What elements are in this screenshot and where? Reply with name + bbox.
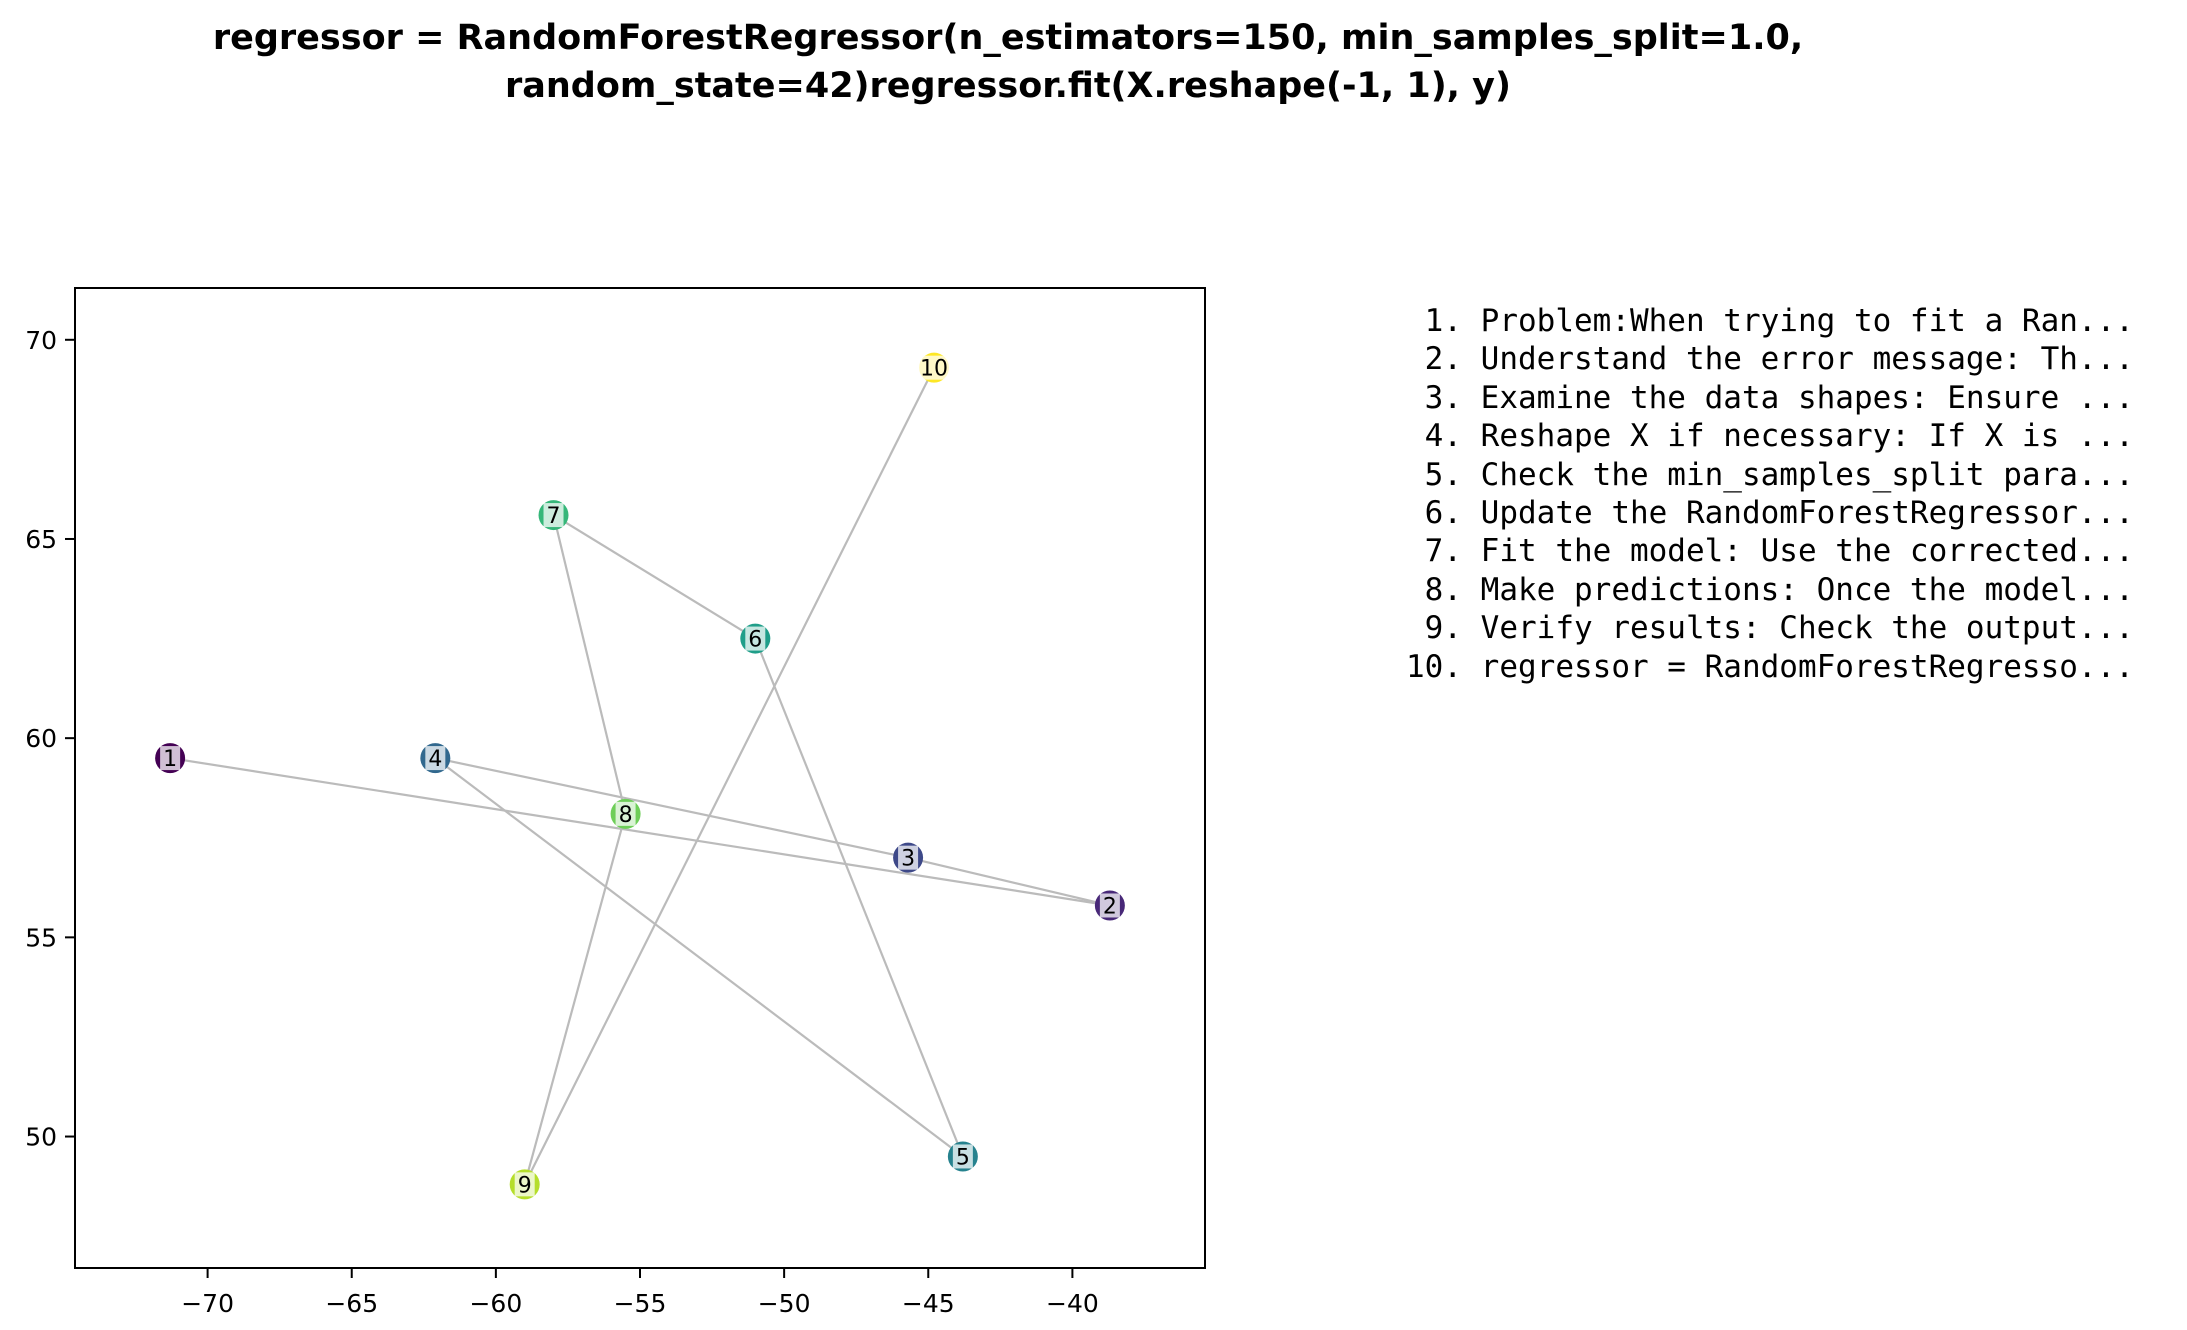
point-label-text: 7 xyxy=(547,504,561,529)
x-tick-label: −60 xyxy=(469,1289,522,1318)
chart-title-line-1: regressor = RandomForestRegressor(n_esti… xyxy=(212,18,1804,58)
point-label-text: 9 xyxy=(518,1173,532,1198)
point-label-text: 1 xyxy=(163,747,177,772)
point-label-background xyxy=(952,1144,973,1169)
connecting-line-segment xyxy=(754,638,964,1157)
point-label: 9 xyxy=(514,1172,535,1198)
step-text: Understand the error message: Th... xyxy=(1480,341,2134,378)
point-label: 2 xyxy=(1099,893,1120,919)
step-text: Reshape X if necessary: If X is ... xyxy=(1480,418,2134,455)
point-label: 1 xyxy=(160,746,181,772)
point-label: 3 xyxy=(898,845,919,872)
chart-title: regressor = RandomForestRegressor(n_esti… xyxy=(0,14,2016,110)
point-label-background xyxy=(615,801,636,826)
step-item: 6. Update the RandomForestRegressor... xyxy=(1380,494,2180,532)
point-label-background xyxy=(425,746,446,771)
y-tick-label: 55 xyxy=(25,923,57,952)
point-label-text: 3 xyxy=(901,847,915,872)
point-label-text: 10 xyxy=(920,357,948,382)
connecting-line-segment xyxy=(552,514,756,640)
connecting-line-segment xyxy=(434,757,964,1158)
step-item: 10. regressor = RandomForestRegresso... xyxy=(1380,648,2180,686)
point-label: 7 xyxy=(543,503,564,529)
y-axis: 50 55 60 65 70 xyxy=(25,326,75,1152)
step-number: 4. xyxy=(1424,418,1462,455)
step-number: 2. xyxy=(1424,341,1462,378)
step-text: Examine the data shapes: Ensure ... xyxy=(1480,379,2134,416)
step-text: Make predictions: Once the model... xyxy=(1480,571,2134,608)
y-tick-label: 60 xyxy=(25,724,57,753)
connecting-line-segment xyxy=(907,856,1111,907)
step-item: 3. Examine the data shapes: Ensure ... xyxy=(1380,379,2180,417)
point-label: 6 xyxy=(745,626,766,653)
step-text: Verify results: Check the output... xyxy=(1480,610,2134,647)
step-text: Fit the model: Use the corrected... xyxy=(1480,533,2134,570)
point-label-background xyxy=(917,355,952,380)
step-item: 8. Make predictions: Once the model... xyxy=(1380,571,2180,609)
point-labels: 1 2 3 4 5 6 7 8 9 10 xyxy=(160,355,1120,1198)
step-text: Update the RandomForestRegressor... xyxy=(1480,495,2134,532)
point-label-text: 4 xyxy=(428,747,442,772)
connecting-line-segment xyxy=(169,756,1111,907)
step-number: 9. xyxy=(1424,610,1462,647)
point-label: 8 xyxy=(615,801,636,828)
step-text: Check the min_samples_split para... xyxy=(1480,456,2134,493)
step-number: 8. xyxy=(1424,571,1462,608)
step-text: Problem:When trying to fit a Ran... xyxy=(1480,303,2134,339)
point-label-background xyxy=(745,626,766,651)
point-label-background xyxy=(543,503,564,528)
point-label-background xyxy=(1099,893,1120,918)
x-tick-label: −70 xyxy=(181,1289,234,1318)
x-axis: −70 −65 −60 −55 −50 −45 −40 xyxy=(181,1268,1099,1318)
step-item: 7. Fit the model: Use the corrected... xyxy=(1380,532,2180,570)
point-label: 4 xyxy=(425,746,446,772)
x-tick-label: −50 xyxy=(758,1289,811,1318)
steps-list: 1. Problem:When trying to fit a Ran... 2… xyxy=(1380,302,2180,686)
step-item: 1. Problem:When trying to fit a Ran... xyxy=(1380,302,2180,340)
step-number: 3. xyxy=(1424,379,1462,416)
connecting-line-segment xyxy=(523,367,936,1185)
x-tick-label: −55 xyxy=(614,1289,667,1318)
step-text: regressor = RandomForestRegresso... xyxy=(1480,648,2134,685)
point-label-text: 6 xyxy=(748,628,762,653)
y-tick-label: 70 xyxy=(25,326,57,355)
step-item: 4. Reshape X if necessary: If X is ... xyxy=(1380,417,2180,455)
point-label-background xyxy=(160,746,181,771)
plot-area-frame xyxy=(74,287,1206,1269)
y-tick-label: 65 xyxy=(25,525,57,554)
connecting-line-segment xyxy=(552,514,627,815)
chart-title-line-2: random_state=42)regressor.fit(X.reshape(… xyxy=(505,66,1511,106)
x-tick-label: −45 xyxy=(902,1289,955,1318)
connecting-line-segment xyxy=(523,813,627,1185)
x-tick-label: −40 xyxy=(1046,1289,1099,1318)
y-tick-label: 50 xyxy=(25,1123,57,1152)
connecting-line-segment xyxy=(435,757,909,859)
point-label-text: 5 xyxy=(956,1145,970,1170)
point-label-background xyxy=(514,1172,535,1197)
step-number: 1. xyxy=(1424,303,1462,339)
point-label: 5 xyxy=(952,1144,973,1170)
step-item: 5. Check the min_samples_split para... xyxy=(1380,456,2180,494)
step-number: 10. xyxy=(1406,648,1462,685)
step-number: 5. xyxy=(1424,456,1462,493)
point-label: 10 xyxy=(917,355,952,382)
step-number: 6. xyxy=(1424,495,1462,532)
point-label-text: 8 xyxy=(619,803,633,828)
x-tick-label: −65 xyxy=(325,1289,378,1318)
connecting-lines xyxy=(169,367,1111,1185)
step-item: 9. Verify results: Check the output... xyxy=(1380,609,2180,647)
step-number: 7. xyxy=(1424,533,1462,570)
point-label-background xyxy=(898,845,919,870)
point-label-text: 2 xyxy=(1103,894,1117,919)
data-points xyxy=(155,352,1125,1200)
step-item: 2. Understand the error message: Th... xyxy=(1380,340,2180,378)
